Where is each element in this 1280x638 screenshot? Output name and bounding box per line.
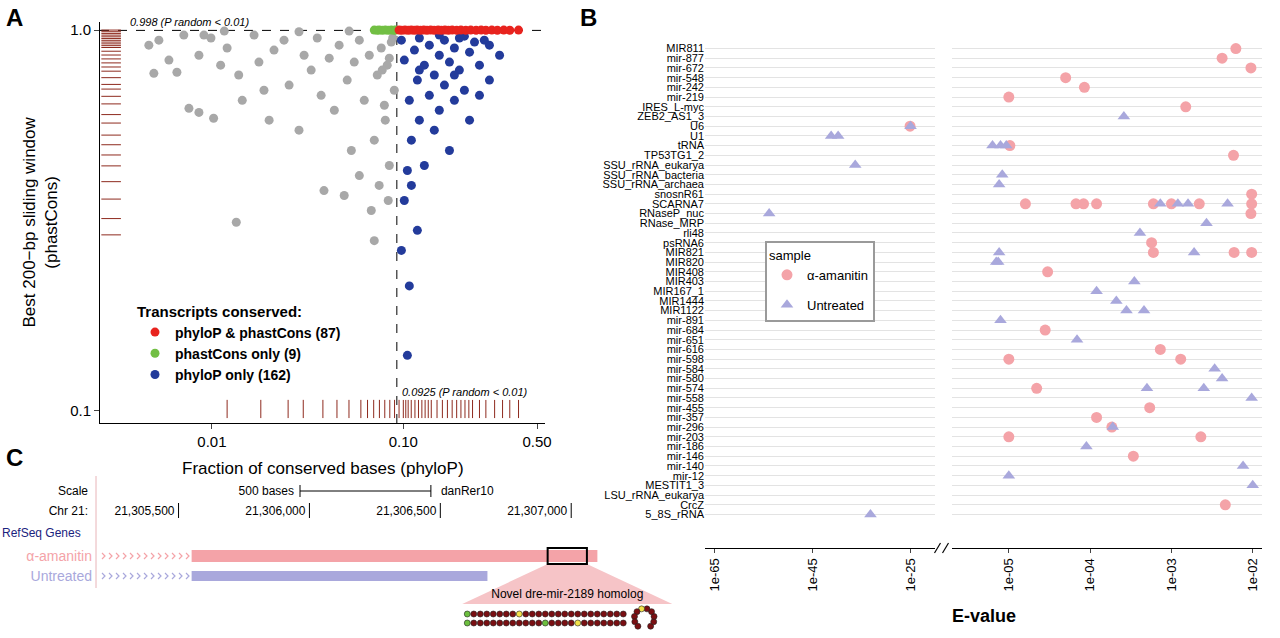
svg-text:mir-219: mir-219 xyxy=(667,91,704,103)
svg-text:1e-03: 1e-03 xyxy=(1164,558,1179,591)
svg-text:mir-455: mir-455 xyxy=(667,402,704,414)
svg-text:Best 200−bp sliding window(pha: Best 200−bp sliding window(phastCons) xyxy=(20,117,61,328)
svg-text:TP53TG1_2: TP53TG1_2 xyxy=(644,149,704,161)
svg-text:ZEB2_AS1_3: ZEB2_AS1_3 xyxy=(637,110,704,122)
svg-text:SSU_rRNA_archaea: SSU_rRNA_archaea xyxy=(603,178,705,190)
svg-text:B: B xyxy=(580,4,597,31)
svg-text:mir-684: mir-684 xyxy=(667,324,704,336)
svg-text:mir-548: mir-548 xyxy=(667,72,704,84)
svg-text:Untreated: Untreated xyxy=(807,298,864,313)
svg-text:21,306,000: 21,306,000 xyxy=(245,504,305,518)
svg-text:Fraction of conserved bases (p: Fraction of conserved bases (phyloP) xyxy=(182,459,464,478)
svg-text:1e-02: 1e-02 xyxy=(1245,558,1260,591)
svg-text:0.01: 0.01 xyxy=(197,433,226,450)
svg-text:MIR820: MIR820 xyxy=(665,256,704,268)
svg-text:0.998 (P random < 0.01): 0.998 (P random < 0.01) xyxy=(130,16,249,28)
svg-text:U1: U1 xyxy=(690,130,704,142)
svg-text:MIR403: MIR403 xyxy=(665,275,704,287)
svg-text:mir-242: mir-242 xyxy=(667,81,704,93)
svg-text:500 bases: 500 bases xyxy=(239,484,294,498)
svg-text:MESTIT1_3: MESTIT1_3 xyxy=(645,479,704,491)
svg-text:C: C xyxy=(6,444,23,471)
svg-text:SCARNA7: SCARNA7 xyxy=(652,198,704,210)
svg-text:A: A xyxy=(6,4,23,31)
svg-text:Chr 21:: Chr 21: xyxy=(49,504,88,518)
svg-text:1e-25: 1e-25 xyxy=(903,558,918,591)
svg-text:21,306,500: 21,306,500 xyxy=(376,504,436,518)
svg-text:Transcripts conserved:: Transcripts conserved: xyxy=(137,303,302,320)
svg-text:MIR1122: MIR1122 xyxy=(660,304,704,316)
svg-text:RNaseP_nuc: RNaseP_nuc xyxy=(639,207,704,219)
svg-text:0.0925 (P random < 0.01): 0.0925 (P random < 0.01) xyxy=(402,386,528,398)
svg-text:α-amanitin: α-amanitin xyxy=(26,548,92,564)
svg-text:mir-574: mir-574 xyxy=(667,382,704,394)
svg-text:mir-672: mir-672 xyxy=(667,62,704,74)
svg-text:mir-891: mir-891 xyxy=(667,314,704,326)
svg-text:phyloP & phastCons (87): phyloP & phastCons (87) xyxy=(175,325,340,341)
svg-text:mir-877: mir-877 xyxy=(667,52,704,64)
svg-text:mir-598: mir-598 xyxy=(667,353,704,365)
svg-text:mir-616: mir-616 xyxy=(667,343,704,355)
svg-text:mir-296: mir-296 xyxy=(667,421,704,433)
svg-text:phyloP only (162): phyloP only (162) xyxy=(175,367,291,383)
svg-text:21,305,500: 21,305,500 xyxy=(114,504,174,518)
svg-text:Novel dre-mir-2189 homolog: Novel dre-mir-2189 homolog xyxy=(491,587,643,601)
svg-text:MIR821: MIR821 xyxy=(665,246,704,258)
svg-text:snosnR61: snosnR61 xyxy=(654,188,704,200)
svg-text:IRES_L-myc: IRES_L-myc xyxy=(642,101,704,113)
svg-text:tRNA: tRNA xyxy=(678,139,705,151)
svg-text:0.1: 0.1 xyxy=(70,402,91,419)
svg-text:mir-186: mir-186 xyxy=(667,440,704,452)
svg-text:0.50: 0.50 xyxy=(522,433,551,450)
svg-text:Untreated: Untreated xyxy=(31,568,92,584)
svg-text:mir-558: mir-558 xyxy=(667,392,704,404)
svg-text:rli48: rli48 xyxy=(683,227,704,239)
svg-text:1e-05: 1e-05 xyxy=(1001,558,1016,591)
svg-text:mir-357: mir-357 xyxy=(667,411,704,423)
svg-text:Scale: Scale xyxy=(58,484,88,498)
svg-text:CrcZ: CrcZ xyxy=(680,499,704,511)
svg-text:1e-04: 1e-04 xyxy=(1082,558,1097,591)
svg-text:5_8S_rRNA: 5_8S_rRNA xyxy=(645,508,704,520)
svg-text:psRNA6: psRNA6 xyxy=(663,237,704,249)
svg-text:mir-584: mir-584 xyxy=(667,363,704,375)
svg-text:α-amanitin: α-amanitin xyxy=(807,268,868,283)
svg-text:SSU_rRNA_bacteria: SSU_rRNA_bacteria xyxy=(603,169,705,181)
svg-text:0.10: 0.10 xyxy=(389,433,418,450)
svg-text:E-value: E-value xyxy=(952,606,1016,626)
svg-text:MIR167_1: MIR167_1 xyxy=(653,285,704,297)
svg-text:MIR408: MIR408 xyxy=(665,266,704,278)
svg-text:RNase_MRP: RNase_MRP xyxy=(640,217,704,229)
svg-text:mir-651: mir-651 xyxy=(667,334,704,346)
svg-text:mir-140: mir-140 xyxy=(667,460,704,472)
svg-text:1.0: 1.0 xyxy=(70,21,91,38)
svg-text:mir-203: mir-203 xyxy=(667,431,704,443)
svg-text:mir-580: mir-580 xyxy=(667,372,704,384)
svg-text:1e-45: 1e-45 xyxy=(805,558,820,591)
svg-text:21,307,000: 21,307,000 xyxy=(507,504,567,518)
svg-text:phastCons only (9): phastCons only (9) xyxy=(175,346,301,362)
svg-text:mir-146: mir-146 xyxy=(667,450,704,462)
svg-text:MIR1444: MIR1444 xyxy=(659,295,704,307)
svg-text:U6: U6 xyxy=(690,120,704,132)
svg-text:RefSeq Genes: RefSeq Genes xyxy=(2,526,81,540)
svg-text:MIR811: MIR811 xyxy=(666,42,704,54)
svg-text:1e-65: 1e-65 xyxy=(707,558,722,591)
svg-text:SSU_rRNA_eukarya: SSU_rRNA_eukarya xyxy=(603,159,705,171)
svg-text:danRer10: danRer10 xyxy=(441,484,494,498)
svg-text:mir-12: mir-12 xyxy=(673,470,704,482)
svg-text:LSU_rRNA_eukarya: LSU_rRNA_eukarya xyxy=(604,489,705,501)
svg-text:sample: sample xyxy=(769,248,811,263)
